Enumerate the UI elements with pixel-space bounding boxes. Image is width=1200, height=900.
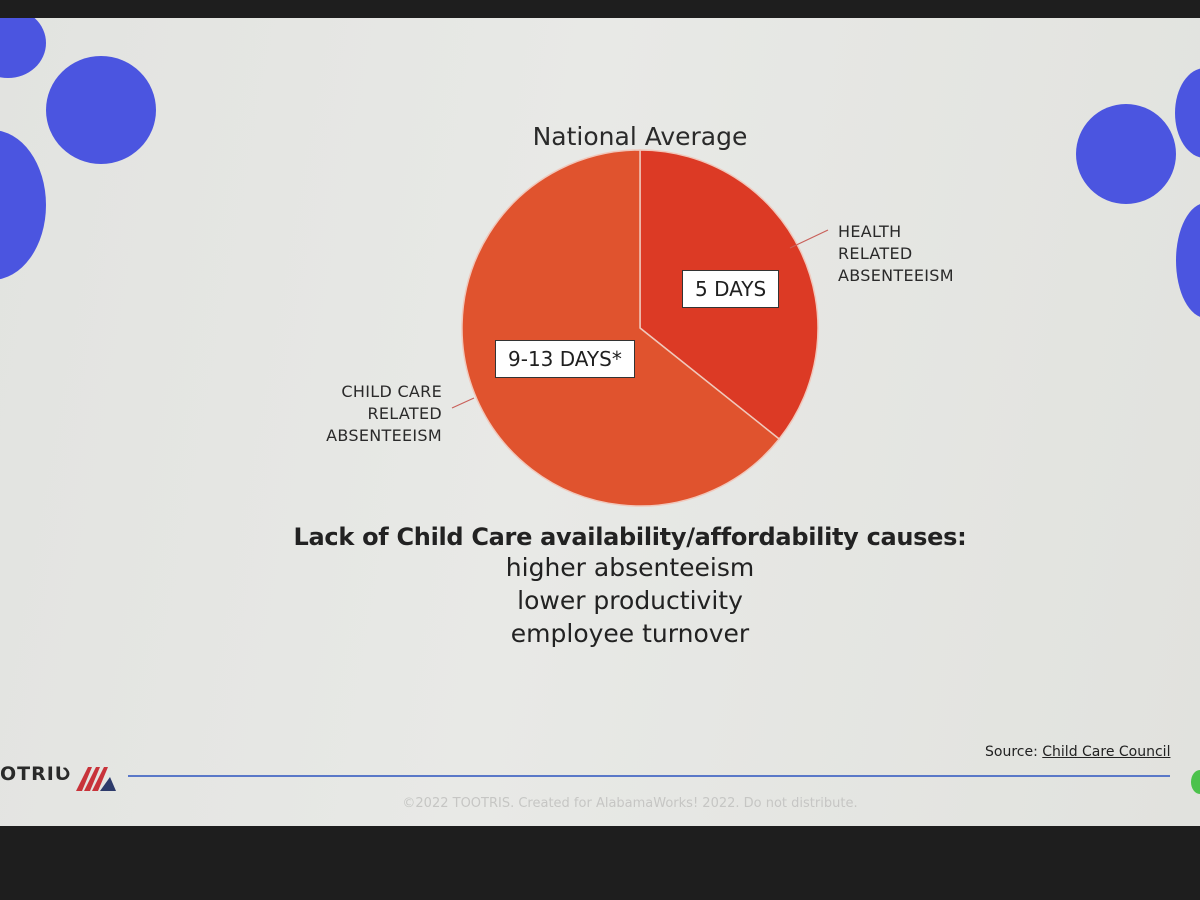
footer-copyright: ©2022 TOOTRIS. Created for AlabamaWorks!… [402, 796, 858, 811]
pie-chart [451, 149, 829, 507]
statement-heading-tail: causes: [858, 523, 967, 551]
data-label-childcare: 9-13 DAYS* [495, 340, 635, 378]
statement-line: employee turnover [510, 619, 750, 648]
callout-childcare-line: RELATED [367, 404, 442, 423]
callout-health-line: ABSENTEEISM [838, 266, 954, 285]
statement-line: lower productivity [517, 586, 743, 615]
statement-line: higher absenteeism [505, 553, 755, 582]
alabamaworks-logo-icon [76, 767, 116, 791]
callout-leader-health [789, 229, 829, 249]
callout-childcare-line: ABSENTEEISM [326, 426, 442, 445]
callout-health-line: RELATED [838, 244, 913, 263]
decorative-circle [46, 56, 156, 164]
decorative-circle [1076, 104, 1176, 204]
source-citation: Source: Child Care Council [985, 744, 1170, 760]
brand-wordmark: OTRIƲ [0, 763, 72, 785]
footer-divider [128, 775, 1170, 777]
statement-heading-bold: Lack of Child Care availability/affordab… [293, 523, 859, 551]
source-prefix: Source: [985, 744, 1043, 760]
data-label-health: 5 DAYS [682, 270, 780, 308]
source-link[interactable]: Child Care Council [1042, 744, 1171, 760]
slide: National Average 5 DAYS 9-13 DAYS* HEALT… [0, 18, 1200, 826]
statement-heading: Lack of Child Care availability/affordab… [250, 523, 1010, 551]
chart-title: National Average [532, 122, 748, 151]
decorative-circle [1191, 770, 1200, 794]
callout-childcare-line: CHILD CARE [341, 382, 442, 401]
callout-health-line: HEALTH [838, 222, 902, 241]
pie-slice-childcare [461, 149, 781, 507]
callout-health: HEALTH RELATED ABSENTEEISM [838, 221, 954, 287]
callout-childcare: CHILD CARE RELATED ABSENTEEISM [310, 381, 442, 447]
callout-leader-childcare [451, 397, 475, 409]
statement: Lack of Child Care availability/affordab… [250, 523, 1010, 650]
